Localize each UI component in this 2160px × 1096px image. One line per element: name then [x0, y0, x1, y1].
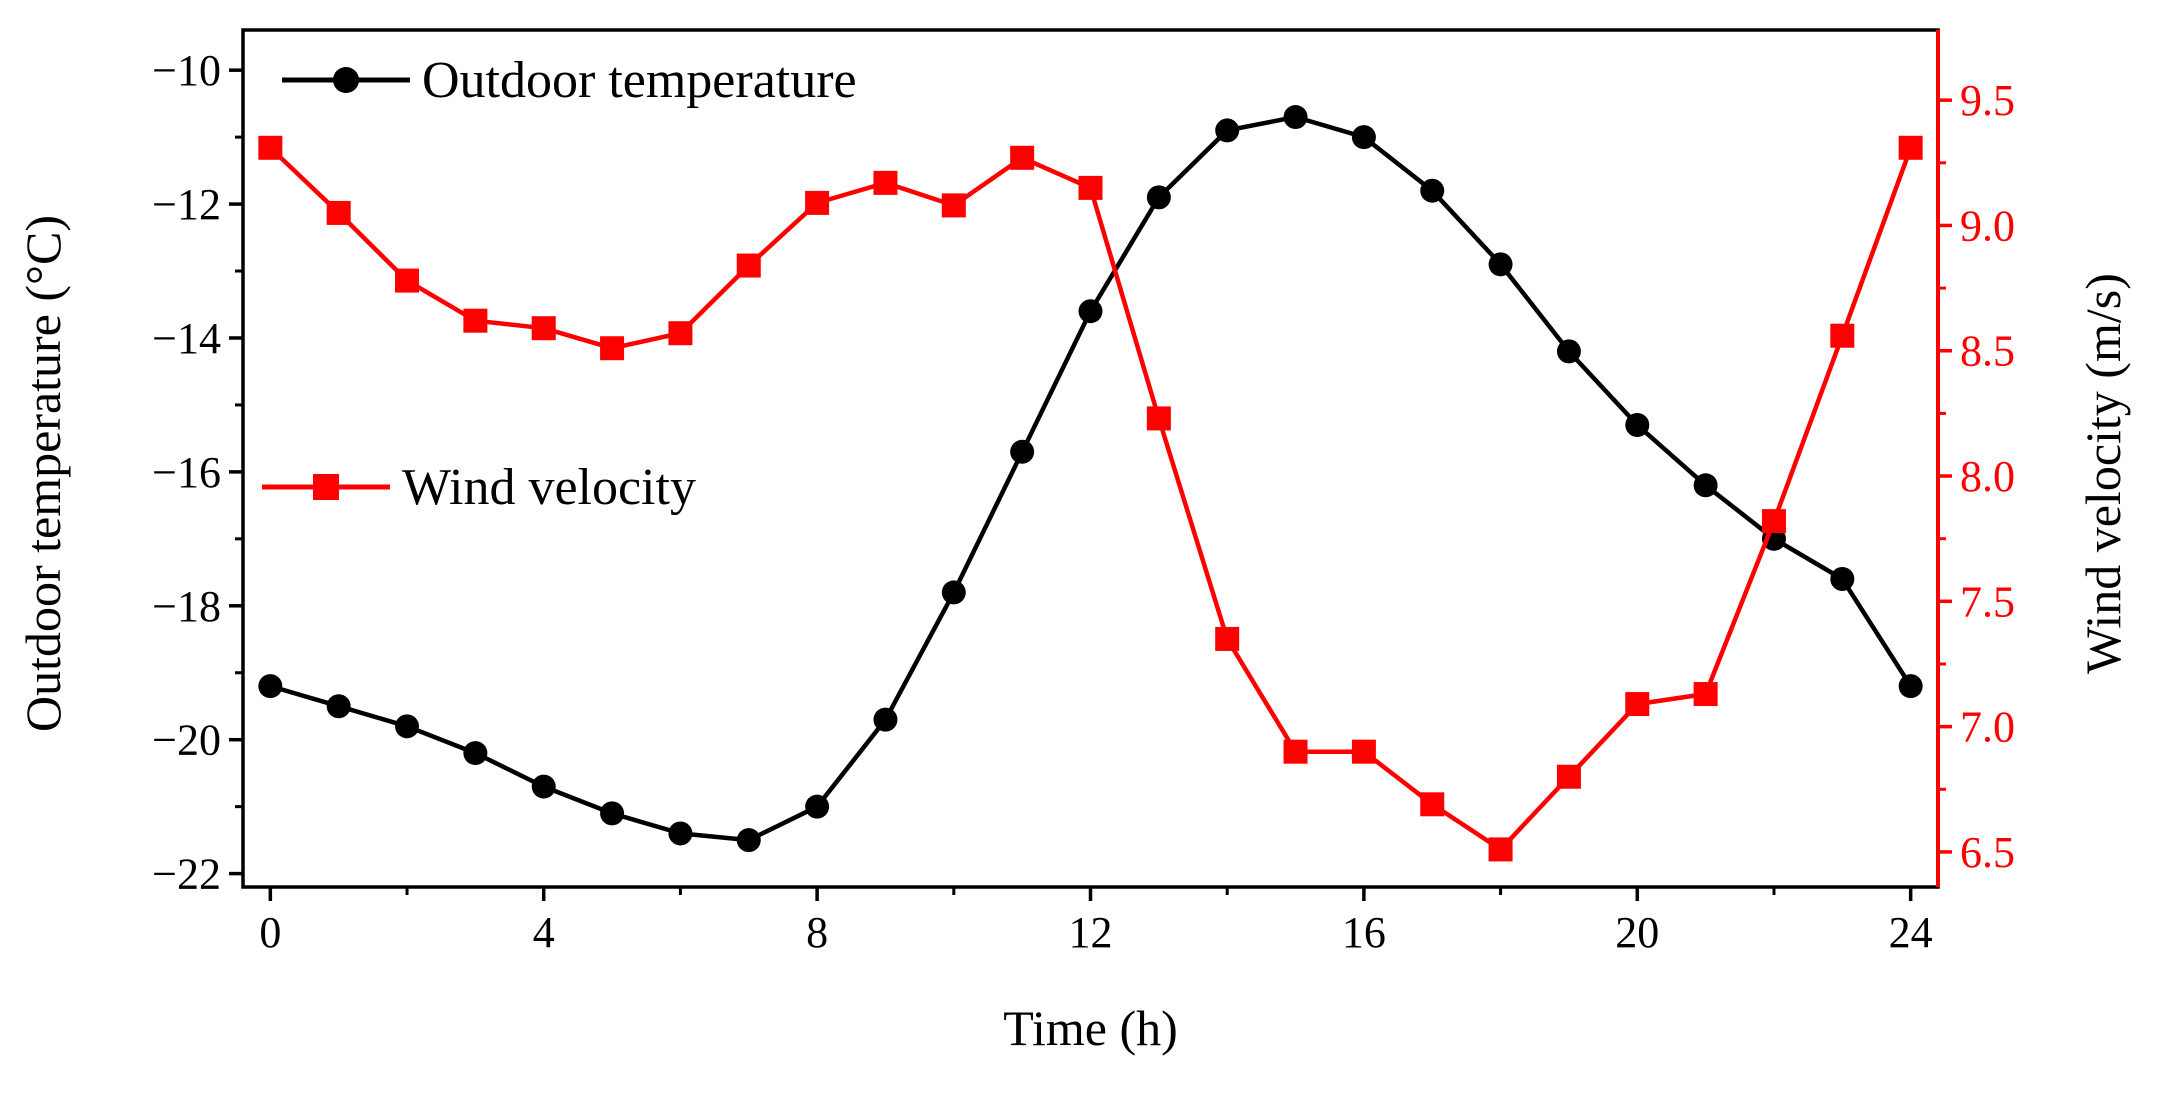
y-left-tick-label: −16: [152, 448, 221, 497]
x-tick-label: 24: [1889, 908, 1933, 957]
y-right-tick-label: 8.5: [1960, 327, 2015, 376]
temperature-point: [1146, 185, 1171, 210]
y-left-tick-label: −22: [152, 850, 221, 899]
wind-velocity-point: [1146, 406, 1171, 431]
temperature-point: [1420, 178, 1445, 203]
y-left-tick-label: −20: [152, 716, 221, 765]
y-right-tick-label: 8.0: [1960, 452, 2015, 501]
wind-velocity-point: [1351, 739, 1376, 764]
y-left-tick-label: −18: [152, 582, 221, 631]
temperature-point: [463, 741, 488, 766]
wind-velocity-point: [1283, 739, 1308, 764]
temperature-point: [1283, 105, 1308, 130]
temperature-point: [941, 580, 966, 605]
wind-velocity-point: [1693, 682, 1718, 707]
y-left-tick-label: −12: [152, 180, 221, 229]
y-left-tick-label: −14: [152, 314, 221, 363]
temperature-point: [326, 694, 351, 719]
wind-velocity-point: [1761, 509, 1786, 534]
legend-outdoor-temperature: Outdoor temperature: [282, 52, 857, 109]
wind-velocity-point: [1420, 792, 1445, 817]
legend-wind-label: Wind velocity: [402, 459, 696, 516]
wind-velocity-point: [1488, 837, 1513, 862]
temperature-point: [805, 794, 830, 819]
wind-velocity-point: [1556, 764, 1581, 789]
wind-velocity-point: [531, 316, 556, 341]
wind-velocity-point: [805, 190, 830, 215]
legend-wind-velocity: Wind velocity: [262, 459, 696, 516]
temperature-point: [1693, 473, 1718, 498]
temperature-point: [258, 674, 283, 699]
y-axis-left-title: Outdoor temperature (°C): [15, 215, 71, 732]
temperature-point: [1625, 413, 1650, 438]
wind-velocity-point: [395, 268, 420, 293]
temperature-point: [873, 707, 898, 732]
temperature-point: [1351, 125, 1376, 150]
x-tick-label: 20: [1615, 908, 1659, 957]
wind-velocity-point: [1078, 175, 1103, 200]
wind-velocity-point: [668, 321, 693, 346]
wind-velocity-point: [463, 308, 488, 333]
wind-velocity-point: [1215, 626, 1240, 651]
y-axis-right-title: Wind velocity (m/s): [2075, 273, 2131, 674]
x-axis-title: Time (h): [1003, 1000, 1178, 1056]
x-tick-label: 8: [806, 908, 828, 957]
temperature-point: [1215, 118, 1240, 143]
y-right-tick-label: 6.5: [1960, 828, 2015, 877]
temperature-point: [395, 714, 420, 739]
temperature-point: [736, 828, 761, 853]
legend-temp-label: Outdoor temperature: [422, 52, 857, 109]
wind-velocity-point: [1625, 692, 1650, 717]
y-right-tick-label: 9.0: [1960, 201, 2015, 250]
temperature-point: [1078, 299, 1103, 324]
wind-velocity-point: [600, 336, 625, 361]
wind-velocity-point: [873, 170, 898, 195]
temperature-point: [1010, 439, 1035, 464]
temperature-point: [668, 821, 693, 846]
legend-temp-marker: [333, 67, 359, 93]
wind-velocity-point: [1830, 323, 1855, 348]
temperature-point: [1830, 567, 1855, 592]
temperature-point: [531, 774, 556, 799]
wind-velocity-point: [326, 200, 351, 225]
x-tick-label: 0: [259, 908, 281, 957]
y-left-tick-label: −10: [152, 46, 221, 95]
y-right-tick-label: 7.0: [1960, 703, 2015, 752]
legend-wind-marker: [313, 474, 339, 500]
wind-velocity-point: [941, 193, 966, 218]
temperature-point: [600, 801, 625, 826]
x-tick-label: 12: [1069, 908, 1113, 957]
x-tick-label: 4: [533, 908, 555, 957]
wind-velocity-point: [736, 253, 761, 278]
temperature-point: [1556, 339, 1581, 364]
temperature-point: [1488, 252, 1513, 277]
temperature-point: [1898, 674, 1923, 699]
y-right-tick-label: 7.5: [1960, 577, 2015, 626]
y-right-tick-label: 9.5: [1960, 76, 2015, 125]
wind-velocity-point: [1898, 135, 1923, 160]
wind-velocity-point: [1010, 145, 1035, 170]
wind-velocity-point: [258, 135, 283, 160]
x-tick-label: 16: [1342, 908, 1386, 957]
